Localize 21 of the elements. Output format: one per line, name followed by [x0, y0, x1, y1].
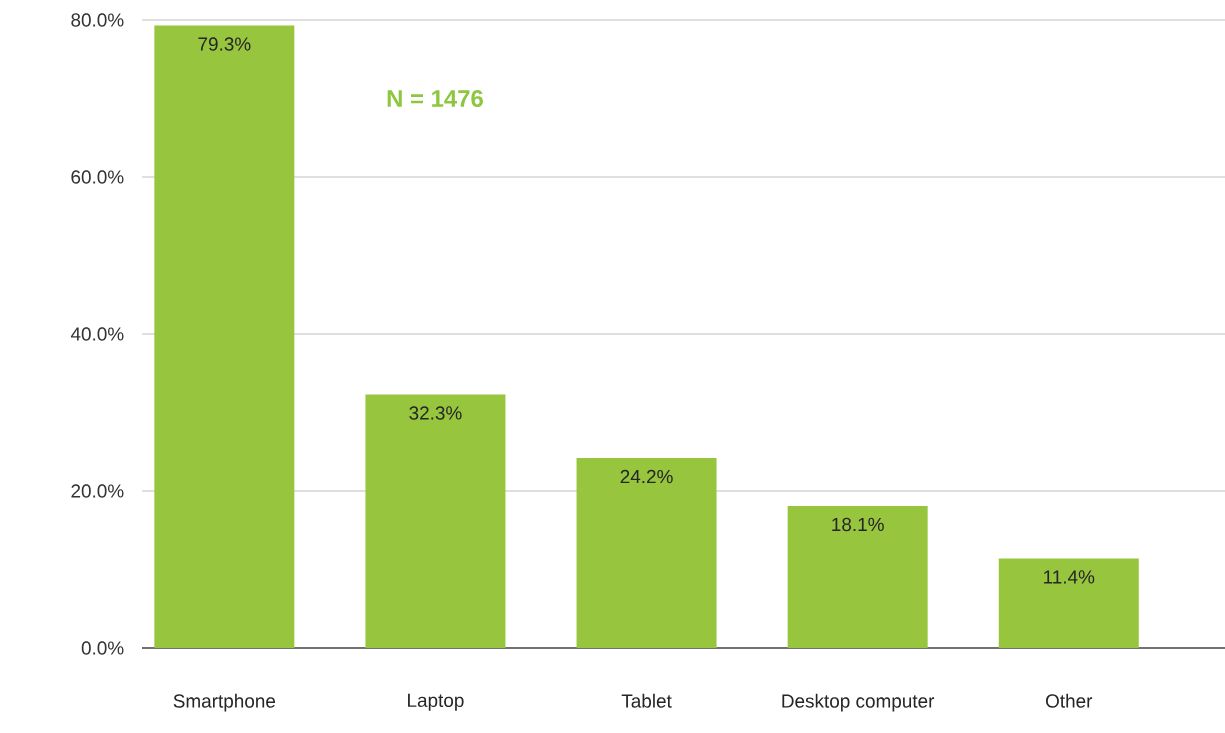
bar	[998, 558, 1139, 648]
data-label: 79.3%	[198, 37, 251, 51]
data-label: 18.1%	[832, 517, 884, 532]
x-tick-label: Other	[1046, 693, 1093, 708]
data-label: 32.3%	[409, 406, 462, 420]
bar	[787, 505, 928, 648]
x-tick-label: Tablet	[621, 693, 672, 708]
y-tick-label: 60.0%	[71, 170, 124, 184]
data-label: 11.4%	[1044, 570, 1095, 584]
x-tick-label: Laptop	[408, 693, 464, 711]
x-tick-label: Smartphone	[173, 693, 276, 712]
y-tick-label: 20.0%	[71, 484, 124, 498]
y-tick-label: 40.0%	[70, 327, 124, 341]
data-label: 24.2%	[620, 469, 673, 484]
bar	[576, 458, 717, 648]
x-tick-label: Desktop computer	[782, 693, 935, 712]
bar	[365, 394, 506, 648]
annotation: N = 1476	[387, 90, 483, 107]
bar	[154, 25, 295, 648]
y-tick-label: 0.0%	[81, 641, 124, 655]
y-tick-label: 80.0%	[71, 13, 124, 27]
